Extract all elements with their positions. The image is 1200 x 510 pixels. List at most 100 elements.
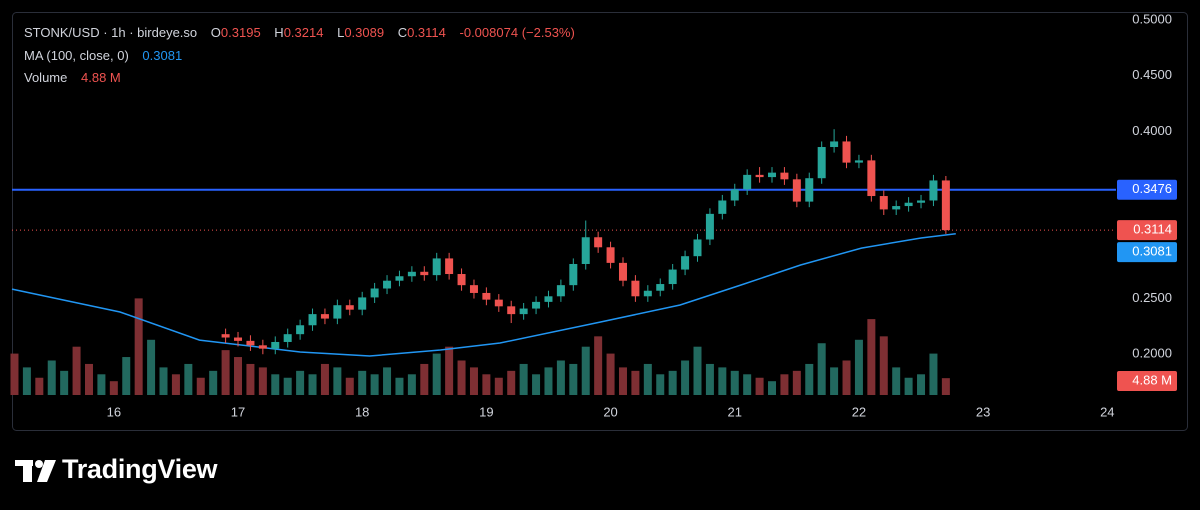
volume-bar [196, 377, 205, 395]
candle-body [395, 276, 404, 281]
candle-body [569, 263, 578, 286]
candle-body [469, 285, 478, 293]
volume-bar [892, 367, 901, 395]
candle-body [258, 345, 267, 349]
ma-label: 0.3081 [1132, 244, 1172, 259]
candle-body [333, 305, 342, 319]
volume-bar [718, 367, 727, 395]
candle-body [432, 258, 441, 276]
y-tick-label: 0.4500 [1132, 67, 1172, 82]
candle-body [904, 202, 913, 207]
volume-bar [917, 374, 926, 395]
x-tick-label: 18 [355, 404, 369, 419]
candle-body [718, 200, 727, 214]
volume-bar [668, 370, 677, 395]
volume-bar [631, 370, 640, 395]
volume-bar [457, 360, 466, 395]
volume-bar [97, 374, 106, 395]
volume-bar [134, 298, 143, 395]
brand-logo [15, 460, 56, 482]
candle-body [271, 341, 280, 349]
volume-bar [867, 319, 876, 395]
volume-value: 4.88 M [81, 70, 121, 85]
ohlc-key: C [397, 25, 408, 40]
candle-body [643, 290, 652, 297]
candle-body [730, 189, 739, 201]
candle-body [867, 160, 876, 197]
volume-label-bg [1117, 371, 1177, 391]
candle-body [581, 237, 590, 264]
volume-bar [445, 346, 454, 395]
volume-bar [122, 357, 131, 395]
volume-name: Volume [24, 70, 68, 85]
volume-bar [159, 367, 168, 395]
volume-bar [594, 336, 603, 395]
ohlc-value: 0.3089 [344, 25, 385, 40]
candle-body [792, 179, 801, 202]
volume-bar [333, 367, 342, 395]
volume-bar [606, 353, 615, 395]
volume-bar [618, 367, 627, 395]
ma-value: 0.3081 [142, 48, 183, 63]
candle-body [320, 314, 329, 319]
volume-label: 4.88 M [1132, 372, 1172, 387]
volume-bar [296, 370, 305, 395]
chart-frame [12, 12, 1188, 431]
candle-body [892, 206, 901, 210]
volume-bar [705, 363, 714, 395]
candle-body [221, 334, 230, 338]
volume-bar [730, 370, 739, 395]
legend-volume: Volume 4.88 M [24, 70, 121, 85]
y-tick-label: 0.2500 [1132, 290, 1172, 305]
candle-body [519, 308, 528, 315]
volume-bar [221, 350, 230, 395]
y-tick-label: 0.5000 [1132, 11, 1172, 26]
volume-bar [854, 339, 863, 395]
volume-bar [656, 374, 665, 395]
volume-bar [246, 363, 255, 395]
last-price-label-bg [1117, 220, 1177, 241]
volume-bar [184, 363, 193, 395]
candle-body [383, 280, 392, 289]
volume-bar [830, 367, 839, 395]
volume-bar [817, 343, 826, 395]
volume-bar [482, 374, 491, 395]
ohlc-value: 0.3195 [220, 25, 261, 40]
candle-body [594, 237, 603, 248]
volume-bar [234, 357, 243, 395]
volume-bar [792, 370, 801, 395]
candle-body [407, 271, 416, 277]
volume-bar [556, 360, 565, 395]
candle-body [445, 258, 454, 275]
volume-bar [109, 381, 118, 395]
candle-body [618, 262, 627, 281]
candle-body [420, 271, 429, 276]
ohlc-key: L [337, 25, 345, 40]
volume-bar [84, 363, 93, 395]
legend-ma: MA (100, close, 0) 0.3081 [24, 48, 182, 63]
candle-body [370, 288, 379, 298]
candle-body [308, 314, 317, 326]
volume-bar [532, 374, 541, 395]
volume-bar [358, 370, 367, 395]
volume-bar [842, 360, 851, 395]
candle-body [668, 269, 677, 285]
volume-bar [320, 363, 329, 395]
y-tick-label: 0.2000 [1132, 346, 1172, 361]
x-tick-label: 19 [479, 404, 493, 419]
candle-body [345, 305, 354, 310]
candle-body [631, 280, 640, 297]
candle-body [817, 147, 826, 179]
candle-body [457, 274, 466, 286]
candle-body [830, 141, 839, 148]
candle-body [283, 334, 292, 342]
x-tick-label: 17 [231, 404, 245, 419]
volume-bar [345, 377, 354, 395]
ma-label-bg [1117, 242, 1177, 263]
y-tick-label: 0.4000 [1132, 123, 1172, 138]
volume-bar [22, 367, 31, 395]
volume-bar [432, 353, 441, 395]
candle-body [917, 200, 926, 203]
